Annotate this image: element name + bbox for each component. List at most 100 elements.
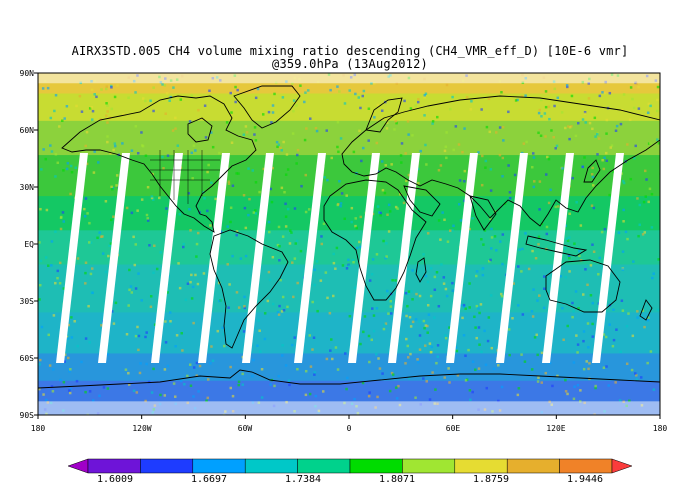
field-speckle	[134, 334, 138, 338]
field-speckle	[622, 208, 625, 212]
field-speckle	[192, 395, 195, 398]
colorbar-segment	[454, 458, 508, 474]
field-speckle	[411, 320, 415, 324]
field-speckle	[587, 367, 590, 371]
field-speckle	[347, 258, 350, 262]
field-speckle	[140, 131, 143, 134]
field-speckle	[339, 137, 343, 140]
field-speckle	[648, 142, 652, 145]
field-speckle	[106, 140, 109, 144]
field-speckle	[350, 206, 354, 210]
field-speckle	[426, 303, 430, 307]
field-speckle	[463, 179, 466, 183]
field-speckle	[567, 236, 571, 239]
field-speckle	[572, 310, 575, 313]
field-speckle	[306, 89, 310, 92]
field-speckle	[363, 315, 367, 318]
field-speckle	[304, 173, 308, 177]
field-speckle	[207, 163, 210, 167]
field-speckle	[573, 242, 576, 245]
field-speckle	[172, 382, 176, 385]
field-speckle	[579, 389, 582, 392]
field-speckle	[411, 269, 414, 272]
field-speckle	[574, 290, 578, 293]
swath-gap	[388, 153, 420, 363]
field-speckle	[396, 207, 399, 210]
field-speckle	[497, 364, 500, 367]
field-speckle	[273, 92, 276, 96]
field-speckle	[463, 169, 467, 173]
field-speckle	[343, 217, 346, 221]
field-speckle	[477, 367, 481, 370]
field-speckle	[266, 299, 270, 303]
field-speckle	[621, 309, 625, 312]
field-speckle	[261, 113, 265, 116]
field-speckle	[474, 368, 477, 372]
field-speckle	[468, 282, 471, 285]
lon-label-180e: 180	[653, 424, 668, 433]
field-speckle	[582, 293, 585, 296]
field-speckle	[582, 339, 585, 343]
field-speckle	[447, 367, 450, 370]
hudson-bay-outline	[187, 117, 213, 143]
field-speckle	[109, 218, 113, 222]
field-speckle	[258, 329, 261, 333]
colorbar-tick-label: 1.8071	[379, 474, 415, 485]
ch4-field-layer	[38, 73, 660, 415]
field-speckle	[308, 334, 312, 337]
field-speckle	[137, 272, 140, 275]
field-speckle	[498, 240, 502, 243]
field-speckle	[106, 121, 109, 124]
field-speckle	[411, 134, 414, 137]
field-speckle	[501, 262, 504, 266]
field-speckle	[296, 153, 299, 157]
field-speckle	[617, 231, 621, 234]
field-speckle	[461, 316, 464, 320]
field-speckle	[69, 387, 72, 391]
field-speckle	[137, 348, 140, 352]
field-speckle	[88, 221, 91, 225]
field-speckle	[184, 298, 188, 302]
field-speckle	[587, 97, 591, 100]
field-speckle	[155, 267, 159, 271]
field-speckle	[587, 82, 591, 85]
field-speckle	[68, 389, 71, 392]
field-speckle	[652, 272, 655, 275]
field-speckle	[58, 282, 62, 285]
field-speckle	[566, 85, 569, 89]
field-band	[38, 155, 660, 197]
field-speckle	[483, 229, 487, 232]
field-speckle	[113, 144, 117, 148]
field-speckle	[370, 272, 374, 276]
field-speckle	[656, 85, 660, 89]
field-speckle	[252, 358, 255, 362]
field-speckle	[144, 99, 147, 103]
field-speckle	[251, 169, 255, 172]
field-speckle	[501, 156, 505, 160]
field-speckle	[313, 371, 317, 374]
field-speckle	[634, 144, 637, 148]
field-speckle	[605, 365, 608, 368]
field-speckle	[163, 84, 167, 87]
field-speckle	[292, 99, 296, 102]
field-speckle	[285, 153, 289, 156]
field-speckle	[40, 325, 44, 329]
field-speckle	[500, 385, 504, 389]
field-speckle	[384, 256, 387, 260]
field-speckle	[149, 99, 152, 103]
swath-gap-layer	[56, 153, 624, 363]
field-speckle	[269, 383, 272, 386]
field-speckle	[426, 232, 430, 235]
field-speckle	[50, 150, 54, 153]
field-speckle	[452, 224, 455, 228]
field-speckle	[594, 135, 597, 138]
field-speckle	[556, 374, 559, 378]
field-speckle	[336, 120, 340, 124]
field-speckle	[425, 380, 428, 383]
field-speckle	[581, 118, 585, 121]
field-speckle	[284, 225, 288, 228]
field-speckle	[490, 236, 494, 239]
field-speckle	[559, 274, 562, 278]
field-speckle	[330, 338, 333, 341]
field-speckle	[40, 168, 43, 171]
